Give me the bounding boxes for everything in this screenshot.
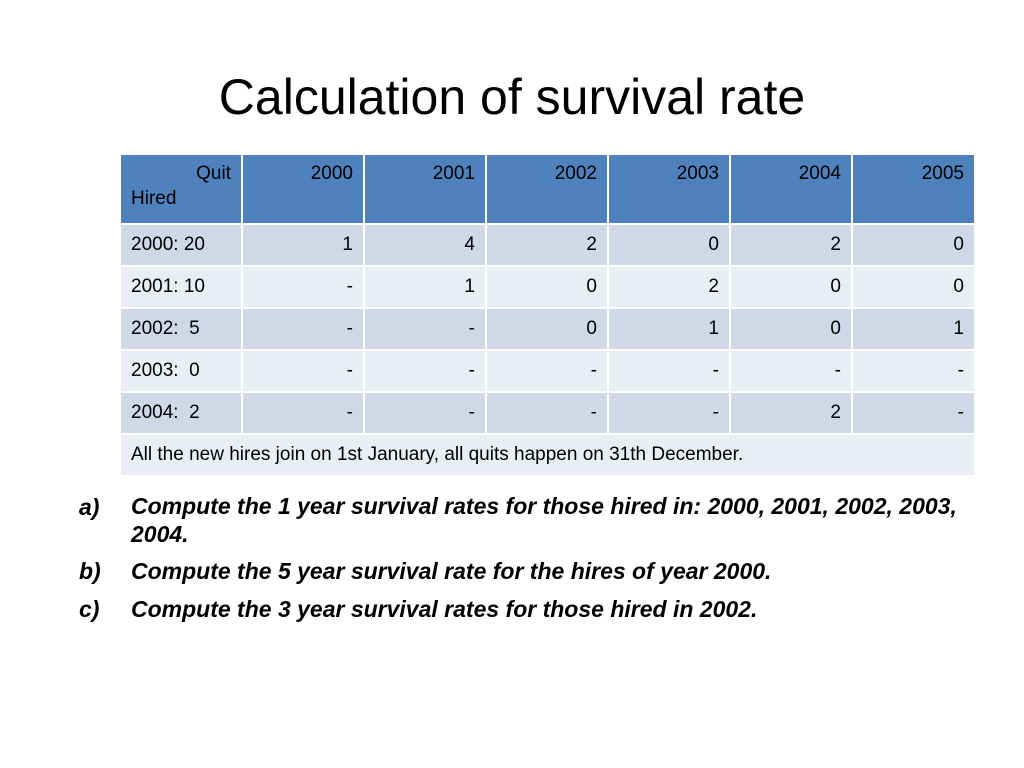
table-cell: -	[241, 265, 365, 309]
table-cell: 0	[729, 265, 853, 309]
table-cell: -	[241, 307, 365, 351]
table-cell: 0	[851, 223, 976, 267]
year-header: 2001	[363, 153, 487, 225]
table-cell: 2	[729, 391, 853, 435]
row-label: 2001: 10	[119, 265, 243, 309]
year-header: 2005	[851, 153, 976, 225]
table-cell: -	[607, 349, 731, 393]
row-label: 2000: 20	[119, 223, 243, 267]
table-cell: 0	[607, 223, 731, 267]
corner-hired-label: Hired	[131, 188, 177, 209]
table-cell: -	[851, 349, 976, 393]
table-row: 2000: 20 1 4 2 0 2 0	[119, 223, 976, 267]
table-cell: -	[485, 391, 609, 435]
table-cell: 0	[851, 265, 976, 309]
corner-quit-label: Quit	[196, 163, 231, 184]
table-cell: 1	[241, 223, 365, 267]
year-header: 2002	[485, 153, 609, 225]
question-text: Compute the 5 year survival rate for the…	[131, 558, 772, 584]
question-list: a) Compute the 1 year survival rates for…	[79, 492, 979, 632]
corner-header: Quit Hired	[119, 153, 243, 225]
question-marker: b)	[79, 558, 101, 584]
table-header-row: Quit Hired 2000 2001 2002 2003 2004 2005	[119, 153, 976, 225]
year-header: 2000	[241, 153, 365, 225]
table-cell: 2	[607, 265, 731, 309]
question-item: a) Compute the 1 year survival rates for…	[79, 492, 979, 548]
table-cell: -	[363, 307, 487, 351]
slide-title: Calculation of survival rate	[218, 69, 806, 125]
year-header: 2003	[607, 153, 731, 225]
table-cell: -	[363, 349, 487, 393]
table-cell: 1	[607, 307, 731, 351]
table-cell: 1	[851, 307, 976, 351]
table-cell: 4	[363, 223, 487, 267]
table-row: 2003: 0 - - - - - -	[119, 349, 976, 393]
table-cell: -	[607, 391, 731, 435]
question-item: b) Compute the 5 year survival rate for …	[79, 556, 979, 586]
table-cell: 1	[363, 265, 487, 309]
table-note-row: All the new hires join on 1st January, a…	[119, 433, 976, 477]
survival-table: Quit Hired 2000 2001 2002 2003 2004 2005…	[119, 153, 976, 477]
year-header: 2004	[729, 153, 853, 225]
row-label: 2004: 2	[119, 391, 243, 435]
table-cell: -	[241, 349, 365, 393]
table-cell: -	[729, 349, 853, 393]
table-cell: 0	[729, 307, 853, 351]
question-marker: c)	[79, 596, 100, 622]
question-text: Compute the 3 year survival rates for th…	[131, 596, 758, 622]
table-cell: 2	[485, 223, 609, 267]
row-label: 2003: 0	[119, 349, 243, 393]
table-cell: -	[363, 391, 487, 435]
table-cell: 0	[485, 265, 609, 309]
table-row: 2004: 2 - - - - 2 -	[119, 391, 976, 435]
table-cell: -	[241, 391, 365, 435]
question-item: c) Compute the 3 year survival rates for…	[79, 594, 979, 624]
table-note: All the new hires join on 1st January, a…	[119, 433, 976, 477]
table-row: 2002: 5 - - 0 1 0 1	[119, 307, 976, 351]
question-marker: a)	[79, 494, 100, 520]
table-cell: -	[485, 349, 609, 393]
table-cell: -	[851, 391, 976, 435]
table-cell: 0	[485, 307, 609, 351]
row-label: 2002: 5	[119, 307, 243, 351]
table-cell: 2	[729, 223, 853, 267]
question-text: Compute the 1 year survival rates for th…	[131, 493, 957, 547]
table-row: 2001: 10 - 1 0 2 0 0	[119, 265, 976, 309]
